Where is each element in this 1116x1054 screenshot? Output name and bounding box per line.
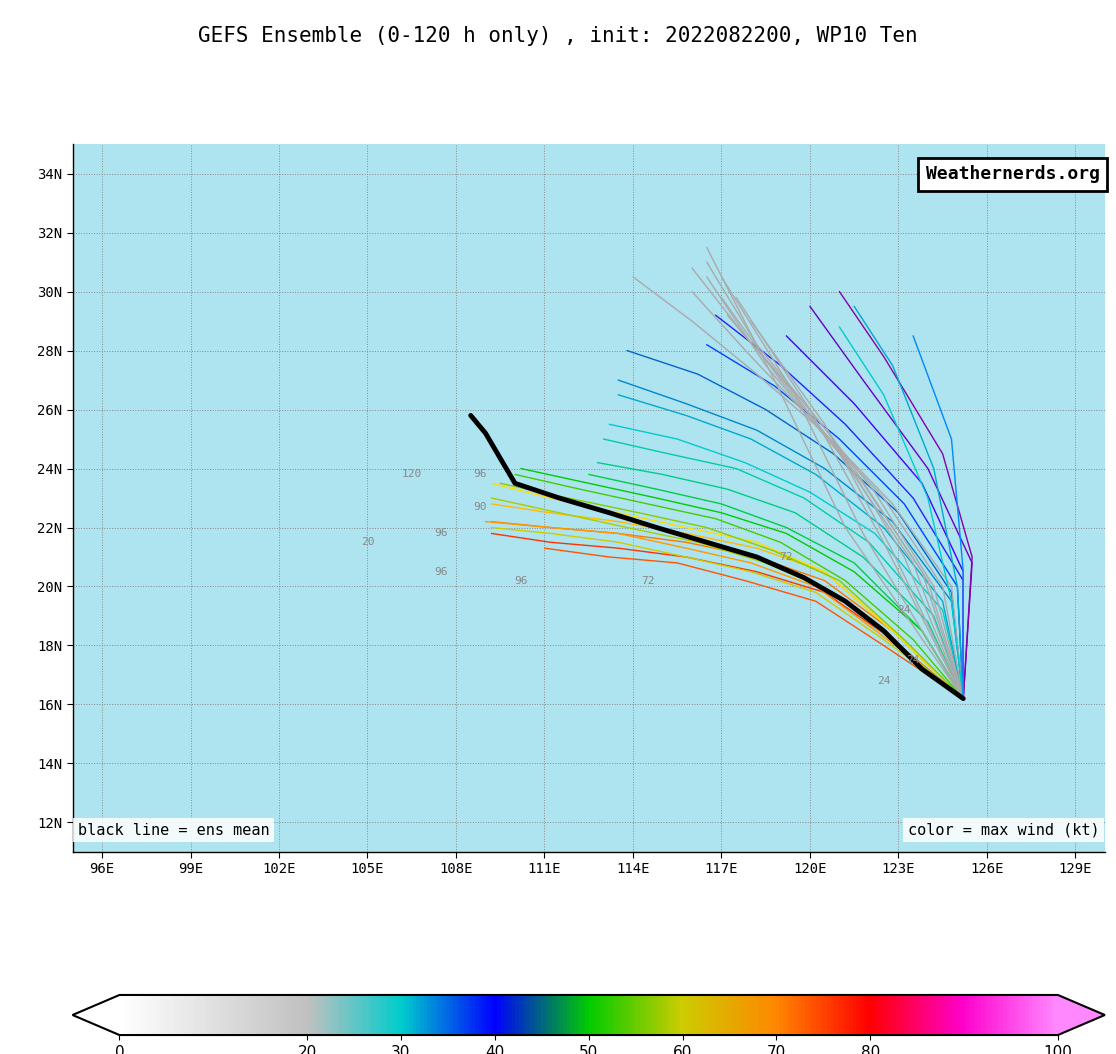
- Text: 96: 96: [514, 575, 528, 586]
- Text: 72: 72: [780, 552, 793, 562]
- Text: Weathernerds.org: Weathernerds.org: [925, 165, 1099, 183]
- Text: 24: 24: [906, 656, 920, 665]
- PathPatch shape: [73, 995, 119, 1035]
- Text: 120: 120: [402, 469, 422, 480]
- Text: 90: 90: [473, 502, 487, 512]
- Text: 24: 24: [897, 605, 911, 616]
- Text: black line = ens mean: black line = ens mean: [78, 823, 269, 838]
- Text: 96: 96: [473, 469, 487, 480]
- Text: 24: 24: [877, 676, 891, 686]
- Text: 96: 96: [434, 528, 448, 539]
- Text: 20: 20: [360, 538, 374, 547]
- Text: GEFS Ensemble (0-120 h only) , init: 2022082200, WP10 Ten: GEFS Ensemble (0-120 h only) , init: 202…: [199, 26, 917, 46]
- Text: color = max wind (kt): color = max wind (kt): [908, 823, 1099, 838]
- Text: 72: 72: [641, 575, 654, 586]
- Text: 96: 96: [434, 567, 448, 577]
- PathPatch shape: [1058, 995, 1105, 1035]
